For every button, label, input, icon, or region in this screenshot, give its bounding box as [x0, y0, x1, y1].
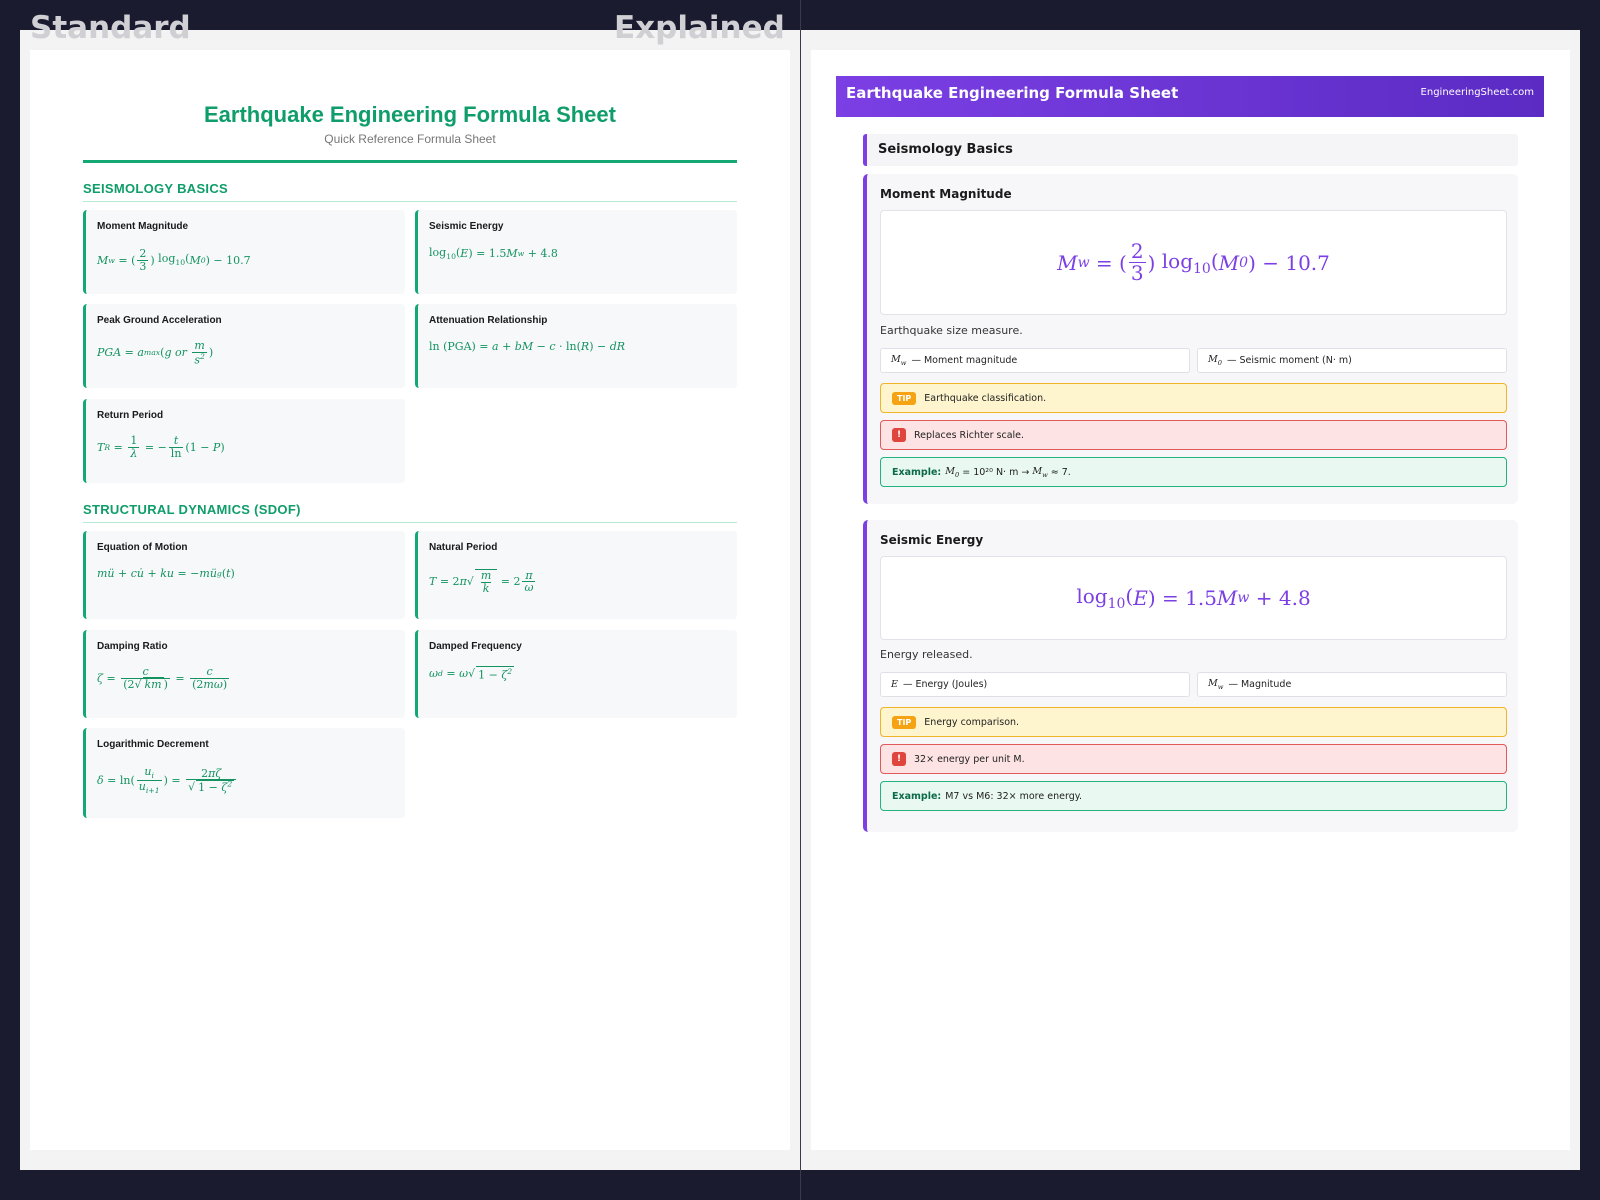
section-title: Seismology Basics: [878, 142, 1013, 157]
formula-card-title: Damping Ratio: [97, 641, 168, 652]
formula-card-title: Peak Ground Acceleration: [97, 315, 222, 326]
tip-text: Energy comparison.: [924, 716, 1020, 728]
pane-divider: [800, 0, 801, 1200]
formula-logarithmic-decrement: δ = ln(ui ui+1) = 2πζ √ 1 − ζ2: [97, 766, 238, 796]
card-description: Energy released.: [880, 648, 973, 661]
formula-card-title: Moment Magnitude: [97, 221, 189, 232]
variable-description: — Energy (Joules): [902, 679, 988, 690]
formula-card-equation-of-motion: Equation of Motion mü + cu̇ + ku = − mü g(…: [83, 531, 405, 619]
tip-callout: TIP Energy comparison.: [880, 707, 1507, 737]
example-callout: Example: M7 vs M6: 32× more energy.: [880, 781, 1507, 811]
variable-description: — Seismic moment (N· m): [1227, 355, 1352, 366]
example-symbol: M0: [945, 465, 960, 479]
formula-card-logarithmic-decrement: Logarithmic Decrement δ = ln(ui ui+1) = 2…: [83, 728, 405, 818]
tip-badge: TIP: [892, 391, 917, 405]
formula-card-title: Natural Period: [429, 542, 498, 553]
variable-symbol: Mw: [1208, 678, 1224, 691]
warning-icon: !: [892, 428, 906, 442]
formula-card-title: Logarithmic Decrement: [97, 739, 209, 750]
warning-callout: ! 32× energy per unit M.: [880, 744, 1507, 774]
title-divider: [83, 160, 737, 163]
tip-badge: TIP: [892, 715, 917, 729]
formula-card-title: Equation of Motion: [97, 542, 188, 553]
section-heading-seismology: SEISMOLOGY BASICS: [83, 181, 737, 202]
formula-peak-ground-acceleration: PGA = a max(g or m s2): [97, 339, 214, 367]
formula-card-title: Attenuation Relationship: [429, 315, 548, 326]
example-symbol: Mw: [1032, 465, 1048, 479]
variable-chip: E — Energy (Joules): [880, 672, 1190, 697]
page-subtitle: Quick Reference Formula Sheet: [324, 132, 496, 146]
standard-pane: Earthquake Engineering Formula Sheet Qui…: [20, 30, 800, 1170]
formula-card-attenuation: Attenuation Relationship ln (PGA) = a + …: [415, 304, 737, 388]
example-label: Example:: [892, 790, 942, 802]
card-title: Moment Magnitude: [880, 187, 1012, 201]
section-heading-seismology: Seismology Basics: [863, 134, 1518, 166]
formula-card-peak-ground-acceleration: Peak Ground Acceleration PGA = a max(g or…: [83, 304, 405, 388]
section-heading-structural-dynamics: STRUCTURAL DYNAMICS (SDOF): [83, 502, 737, 523]
example-callout: Example: M0 = 10²⁰ N· m → Mw ≈ 7.: [880, 457, 1507, 487]
example-text: = 10²⁰ N· m: [962, 466, 1019, 478]
card-description: Earthquake size measure.: [880, 324, 1023, 337]
warning-text: Replaces Richter scale.: [914, 429, 1025, 441]
formula-card-damping-ratio: Damping Ratio ζ = c (2√ km) = c (2mω): [83, 630, 405, 718]
tip-callout: TIP Earthquake classification.: [880, 383, 1507, 413]
variable-chip: M0 — Seismic moment (N· m): [1197, 348, 1507, 373]
formula-equation-of-motion: mü + cu̇ + ku = − mü g(t): [97, 567, 235, 580]
formula-damping-ratio: ζ = c (2√ km) = c (2mω): [97, 665, 230, 691]
variable-symbol: Mw: [891, 354, 907, 367]
card-title: Seismic Energy: [880, 533, 984, 547]
example-text: M7 vs M6: 32× more energy.: [945, 790, 1083, 802]
page-title: Earthquake Engineering Formula Sheet: [204, 102, 616, 127]
warning-callout: ! Replaces Richter scale.: [880, 420, 1507, 450]
variable-symbol: M0: [1208, 354, 1222, 367]
standard-pane-label: Standard: [30, 10, 191, 46]
warning-text: 32× energy per unit M.: [914, 753, 1025, 765]
standard-page: Earthquake Engineering Formula Sheet Qui…: [30, 50, 790, 1150]
page-title: Earthquake Engineering Formula Sheet: [846, 84, 1179, 102]
explained-pane-label: Explained: [614, 10, 785, 46]
variable-description: — Magnitude: [1228, 679, 1292, 690]
site-name: EngineeringSheet.com: [1420, 87, 1534, 98]
warning-icon: !: [892, 752, 906, 766]
formula-attenuation: ln (PGA) = a + bM − c · ln(R) − dR: [429, 340, 626, 353]
tip-text: Earthquake classification.: [924, 392, 1047, 404]
formula-card-title: Return Period: [97, 410, 164, 421]
variable-symbol: E: [891, 679, 898, 690]
formula-card-title: Seismic Energy: [429, 221, 504, 232]
example-label: Example:: [892, 466, 942, 478]
explained-page: Earthquake Engineering Formula Sheet Eng…: [811, 50, 1570, 1150]
variable-description: — Moment magnitude: [911, 355, 1018, 366]
explained-pane: Earthquake Engineering Formula Sheet Eng…: [801, 30, 1580, 1170]
variable-chip: Mw — Magnitude: [1197, 672, 1507, 697]
formula-card-title: Damped Frequency: [429, 641, 522, 652]
page-header: Earthquake Engineering Formula Sheet Eng…: [836, 76, 1544, 117]
variable-chip: Mw — Moment magnitude: [880, 348, 1190, 373]
